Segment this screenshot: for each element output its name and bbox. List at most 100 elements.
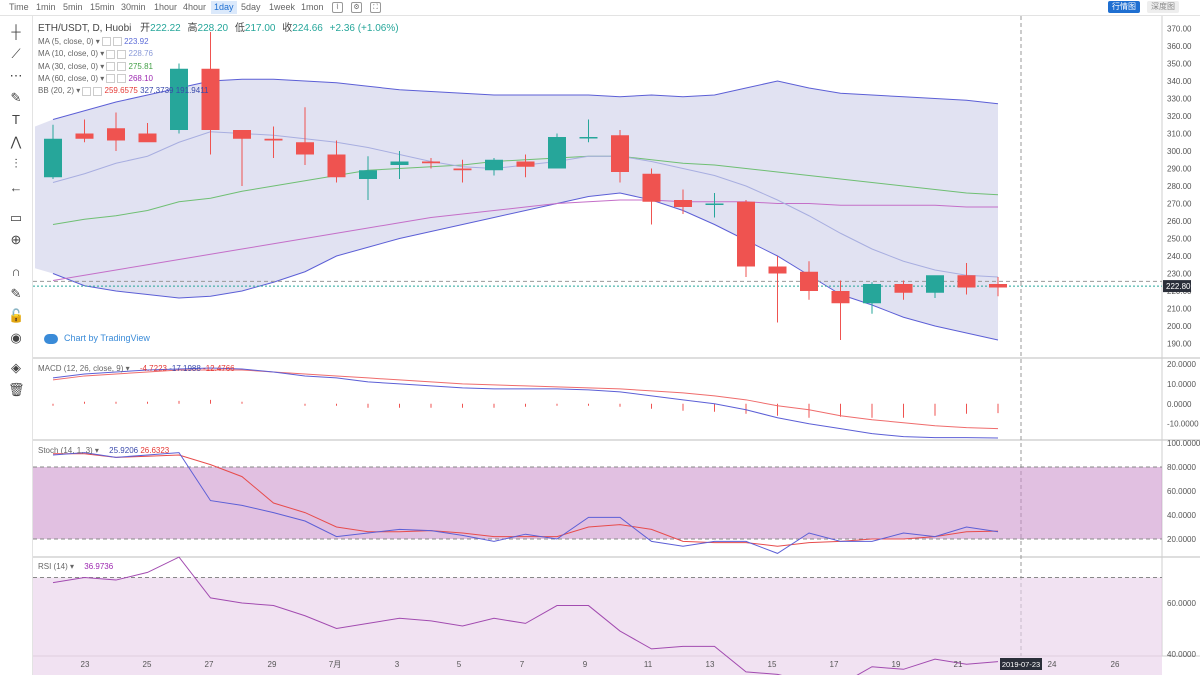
candle-body[interactable]	[233, 130, 251, 139]
macd-tick-label: 10.0000	[1167, 380, 1196, 389]
settings-icon[interactable]: ⚙	[351, 2, 362, 13]
candle-body[interactable]	[611, 135, 629, 172]
candle-body[interactable]	[138, 133, 157, 143]
timeframe-1min[interactable]: 1min	[36, 2, 56, 12]
brush-icon[interactable]: ✎	[10, 90, 22, 105]
price-tick-label: 300.00	[1167, 147, 1192, 156]
timeframe-5min[interactable]: 5min	[63, 2, 83, 12]
current-price-badge	[1163, 280, 1191, 293]
candle-body[interactable]	[863, 284, 881, 304]
legend-ma5[interactable]: MA (5, close, 0) ▾ 223.92	[38, 37, 149, 47]
timeframe-1week[interactable]: 1week	[269, 2, 296, 12]
stoch-legend[interactable]: Stoch (14, 1, 3) ▾ 25.9206 26.6323	[38, 446, 170, 455]
candle-body[interactable]	[548, 137, 566, 169]
depth-chart-button[interactable]: 深度图	[1147, 1, 1179, 13]
fib-icon[interactable]: ⋯	[9, 68, 23, 83]
projection-icon[interactable]: ⫶	[14, 156, 18, 171]
stoch-tick-label: 60.0000	[1167, 487, 1196, 496]
timeframe-time[interactable]: Time	[9, 2, 29, 12]
macd-signal-value: -12.4766	[203, 364, 235, 373]
candle-body[interactable]	[642, 173, 661, 202]
candle-body[interactable]	[705, 203, 724, 206]
stoch-tick-label: 40.0000	[1167, 511, 1196, 520]
crosshair-icon[interactable]: ┼	[11, 24, 21, 39]
candle-body[interactable]	[327, 154, 346, 178]
time-tick-label: 27	[205, 660, 214, 669]
candle-body[interactable]	[390, 161, 409, 166]
candle-body[interactable]	[989, 284, 1007, 288]
time-tick-label: 7月	[329, 660, 341, 669]
stoch-tick-label: 80.0000	[1167, 463, 1196, 472]
macd-legend[interactable]: MACD (12, 26, close, 9) ▾ -4.7223 -17.19…	[38, 364, 235, 373]
price-tick-label: 340.00	[1167, 77, 1192, 86]
price-tick-label: 260.00	[1167, 217, 1192, 226]
back-arrow-icon[interactable]: ←	[9, 180, 23, 195]
candle-body[interactable]	[516, 161, 535, 167]
candle-body[interactable]	[737, 201, 755, 267]
eye-icon[interactable]: ◉	[10, 330, 22, 345]
rsi-tick-label: 60.0000	[1167, 599, 1196, 608]
candle-body[interactable]	[422, 161, 440, 164]
time-tick-label: 25	[143, 660, 152, 669]
text-icon[interactable]: T	[12, 112, 20, 127]
lock-icon[interactable]: 🔓	[8, 308, 25, 323]
lock-draw-icon[interactable]: ✎	[10, 286, 22, 301]
time-tick-label: 26	[1111, 660, 1120, 669]
stoch-d-line	[53, 453, 999, 547]
legend-ma60[interactable]: MA (60, close, 0) ▾ 268.10	[38, 73, 153, 84]
trendline-icon[interactable]: ⟋	[11, 46, 21, 61]
time-tick-label: 11	[644, 660, 653, 669]
trash-icon[interactable]: 🗑	[8, 382, 25, 397]
crosshair-date-badge	[1000, 658, 1042, 670]
candle-body[interactable]	[579, 137, 598, 139]
candle-body[interactable]	[800, 271, 818, 291]
timeframe-1hour[interactable]: 1hour	[154, 2, 178, 12]
timeframe-4hour[interactable]: 4hour	[183, 2, 207, 12]
candle-chart-button[interactable]: 行情图	[1108, 1, 1140, 13]
candle-body[interactable]	[485, 159, 503, 171]
pattern-icon[interactable]: ⋀	[10, 134, 22, 149]
macd-signal-line	[52, 369, 999, 430]
rsi-legend[interactable]: RSI (14) ▾ 36.9736	[38, 562, 114, 571]
candle-body[interactable]	[44, 138, 62, 178]
candle-body[interactable]	[957, 275, 976, 288]
legend-ma30[interactable]: MA (30, close, 0) ▾ 275.81	[38, 61, 153, 71]
candle-body[interactable]	[831, 291, 850, 304]
candle-body[interactable]	[453, 168, 472, 171]
ruler-icon[interactable]: ▭	[9, 210, 23, 225]
price-tick-label: 230.00	[1167, 270, 1192, 279]
candle-body[interactable]	[768, 266, 787, 274]
timeframe-15min[interactable]: 15min	[90, 2, 115, 12]
legend-ma10[interactable]: MA (10, close, 0) ▾ 228.76	[38, 49, 153, 59]
tradingview-watermark[interactable]: Chart by TradingView	[44, 333, 150, 344]
timeframe-1mon[interactable]: 1mon	[301, 2, 324, 12]
candle-body[interactable]	[107, 128, 125, 141]
candle-body[interactable]	[296, 142, 314, 155]
fullscreen-icon[interactable]: ⛶	[370, 2, 381, 13]
candle-body[interactable]	[75, 133, 94, 139]
candle-body[interactable]	[674, 200, 692, 207]
time-tick-label: 23	[81, 660, 90, 669]
candle-body[interactable]	[359, 170, 377, 179]
price-tick-label: 270.00	[1167, 200, 1192, 209]
chart-type-icon[interactable]: ⌇	[332, 2, 343, 13]
macd-tick-label: -10.0000	[1167, 420, 1199, 429]
timeframe-5day[interactable]: 5day	[241, 2, 261, 12]
macd-hist-value: -4.7223	[139, 364, 167, 373]
legend-bb[interactable]: BB (20, 2) ▾ 259.6575 327.3739 191.9411	[38, 86, 209, 96]
macd-line	[52, 367, 999, 439]
candle-body[interactable]	[264, 138, 283, 141]
stoch-band-fill	[33, 467, 1162, 539]
stoch-tick-label: 100.0000	[1167, 439, 1200, 448]
price-tick-label: 220.00	[1167, 287, 1192, 296]
stoch-tick-label: 20.0000	[1167, 535, 1196, 544]
timeframe-1day[interactable]: 1day	[211, 1, 237, 14]
magnet-icon[interactable]: ∩	[11, 264, 21, 279]
rsi-label: RSI (14)	[38, 562, 68, 571]
candle-body[interactable]	[894, 284, 913, 293]
timeframe-30min[interactable]: 30min	[121, 2, 146, 12]
candle-body[interactable]	[926, 275, 944, 293]
layers-icon[interactable]: ◈	[11, 360, 21, 375]
zoom-icon[interactable]: ⊕	[10, 232, 22, 247]
